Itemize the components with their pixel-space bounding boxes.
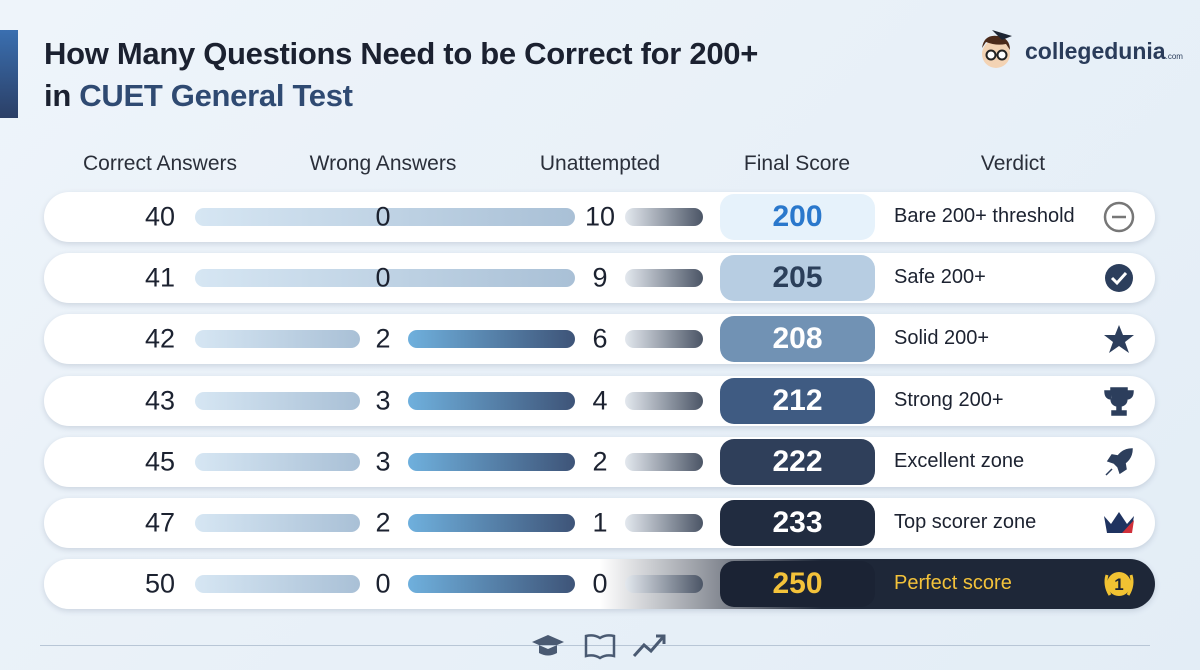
correct-bar: [195, 452, 360, 471]
column-header: Final Score: [743, 152, 851, 175]
unattempted-bar: [625, 330, 703, 349]
verdict-icon: [1104, 386, 1134, 416]
cell-number: 6: [592, 323, 608, 354]
cell-number: 4: [592, 385, 608, 416]
final-score: 233: [720, 500, 875, 546]
cell-number: 1: [592, 507, 608, 538]
verdict: Perfect score: [894, 572, 1012, 595]
cell-number: 10: [584, 201, 616, 232]
title-highlight: CUET General Test: [79, 78, 353, 113]
cell-number: 41: [144, 262, 176, 293]
verdict: Top scorer zone: [894, 511, 1037, 533]
unattempted-bar: [625, 452, 703, 471]
unattempted-bar: [625, 269, 703, 288]
verdict-icon: [1104, 512, 1134, 533]
brand-domain: .com: [1165, 52, 1183, 61]
cell-number: 3: [375, 385, 391, 416]
cell-number: 2: [592, 446, 608, 477]
wrong-bar: [408, 452, 575, 471]
title-line2: in CUET General Test: [44, 78, 353, 114]
verdict-icon: [1105, 448, 1133, 476]
correct-bar: [195, 269, 575, 288]
cell-number: 2: [375, 507, 391, 538]
correct-bar: [195, 208, 575, 226]
correct-bar: [195, 514, 360, 532]
table-row: 41 0 9 205 Safe 200+: [44, 253, 1155, 304]
cell-number: 0: [375, 262, 391, 293]
svg-text:1: 1: [1114, 575, 1123, 594]
footer-line: [40, 645, 1150, 646]
accent-bar: [0, 30, 18, 118]
final-score: 212: [720, 377, 875, 424]
verdict-icon: 1: [1104, 572, 1134, 597]
wrong-bar: [408, 391, 575, 410]
table-row: 40 0 10 200 Bare 200+ threshold: [44, 192, 1155, 242]
final-score: 205: [720, 255, 875, 302]
cell-number: 0: [375, 568, 391, 599]
correct-bar: [195, 575, 360, 594]
cell-number: 0: [375, 201, 391, 232]
cell-number: 50: [144, 568, 176, 599]
wrong-bar: [408, 330, 575, 349]
unattempted-bar: [625, 575, 703, 594]
final-score: 250: [720, 561, 875, 608]
unattempted-bar: [625, 514, 703, 532]
correct-bar: [195, 391, 360, 410]
brand-logo: [982, 30, 1012, 68]
brand-name: collegedunia: [1025, 38, 1166, 64]
title-line1: How Many Questions Need to be Correct fo…: [44, 36, 759, 71]
wrong-bar: [408, 514, 575, 532]
cell-number: 47: [144, 507, 176, 538]
verdict-icon: [1104, 325, 1134, 354]
unattempted-bar: [625, 208, 703, 226]
column-header: Wrong Answers: [309, 152, 457, 175]
verdict-icon: [1105, 264, 1133, 293]
final-score: 208: [720, 316, 875, 363]
verdict: Solid 200+: [894, 327, 990, 350]
final-score: 200: [720, 194, 875, 240]
wrong-bar: [408, 575, 575, 594]
correct-bar: [195, 330, 360, 349]
cell-number: 3: [375, 446, 391, 477]
column-header: Verdict: [980, 152, 1046, 175]
unattempted-bar: [625, 391, 703, 410]
cell-number: 2: [375, 323, 391, 354]
table-row: 43 3 4 212 Strong 200+: [44, 375, 1155, 426]
verdict: Strong 200+: [894, 388, 1004, 411]
verdict-icon: [1103, 201, 1135, 233]
cell-number: 42: [144, 323, 176, 354]
verdict: Excellent zone: [894, 449, 1025, 472]
cell-number: 40: [144, 201, 176, 232]
verdict: Bare 200+ threshold: [894, 205, 1075, 227]
final-score: 222: [720, 438, 875, 485]
title-prefix: in: [44, 78, 71, 113]
table-row: 45 3 2 222 Excellent zone: [44, 436, 1155, 487]
footer-icons: [532, 634, 666, 660]
table-row: 47 2 1 233 Top scorer zone: [44, 498, 1155, 548]
cell-number: 43: [144, 385, 176, 416]
cell-number: 0: [592, 568, 608, 599]
column-header: Unattempted: [539, 152, 661, 175]
table-row: 42 2 6 208 Solid 200+: [44, 314, 1155, 365]
column-header: Correct Answers: [82, 152, 238, 175]
cell-number: 9: [592, 262, 608, 293]
brand: collegedunia.com: [1025, 38, 1183, 65]
table-row: 50 0 0 250 Perfect score 1: [44, 559, 1155, 610]
verdict: Safe 200+: [894, 266, 986, 289]
cell-number: 45: [144, 446, 176, 477]
